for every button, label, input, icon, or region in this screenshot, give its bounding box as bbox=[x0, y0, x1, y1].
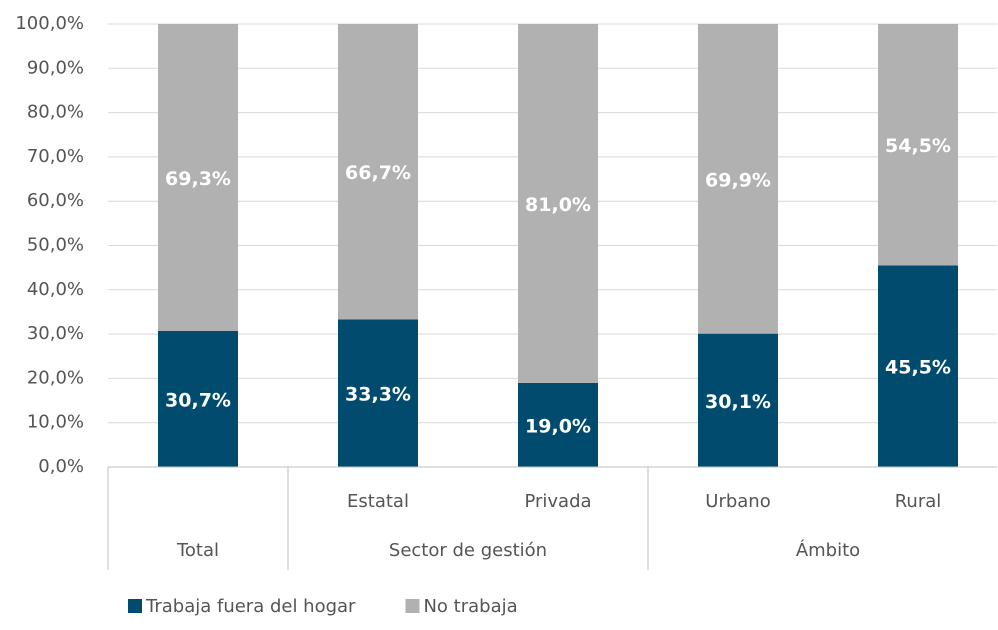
y-tick-label: 60,0% bbox=[27, 190, 84, 211]
data-label: 69,9% bbox=[705, 169, 771, 191]
bar-segment bbox=[518, 24, 598, 383]
bar-segment bbox=[338, 24, 418, 320]
y-tick-label: 30,0% bbox=[27, 323, 84, 344]
legend-label: No trabaja bbox=[423, 596, 517, 617]
data-label: 30,1% bbox=[705, 391, 771, 413]
bar-segment bbox=[878, 24, 958, 266]
y-tick-label: 70,0% bbox=[27, 146, 84, 167]
y-tick-label: 0,0% bbox=[38, 456, 84, 477]
group-label: Total bbox=[176, 540, 219, 561]
y-tick-label: 50,0% bbox=[27, 235, 84, 256]
group-label: Ámbito bbox=[796, 539, 860, 561]
legend-swatch bbox=[405, 599, 420, 613]
data-label: 81,0% bbox=[525, 194, 591, 216]
bar-segment bbox=[698, 333, 778, 467]
bar-segment bbox=[878, 265, 958, 467]
y-tick-label: 20,0% bbox=[27, 367, 84, 388]
bar-segment bbox=[338, 319, 418, 467]
x-tick-label: Privada bbox=[524, 491, 591, 512]
data-label: 45,5% bbox=[885, 357, 951, 379]
data-label: 33,3% bbox=[345, 384, 411, 406]
data-label: 54,5% bbox=[885, 135, 951, 157]
y-tick-label: 10,0% bbox=[27, 412, 84, 433]
legend-label: Trabaja fuera del hogar bbox=[145, 596, 356, 617]
bar-segment bbox=[518, 382, 598, 467]
x-tick-label: Rural bbox=[895, 491, 942, 512]
x-tick-label: Estatal bbox=[347, 491, 409, 512]
data-label: 69,3% bbox=[165, 168, 231, 190]
bar-segment bbox=[158, 330, 238, 467]
legend-swatch bbox=[128, 599, 142, 613]
data-label: 19,0% bbox=[525, 415, 591, 437]
data-label: 66,7% bbox=[345, 162, 411, 184]
bar-segment bbox=[698, 24, 778, 334]
group-label: Sector de gestión bbox=[389, 540, 547, 561]
y-tick-label: 100,0% bbox=[15, 13, 84, 34]
y-tick-label: 40,0% bbox=[27, 279, 84, 300]
y-tick-label: 90,0% bbox=[27, 57, 84, 78]
data-label: 30,7% bbox=[165, 389, 231, 411]
y-tick-label: 80,0% bbox=[27, 102, 84, 123]
x-tick-label: Urbano bbox=[705, 491, 770, 512]
bar-segment bbox=[158, 24, 238, 331]
